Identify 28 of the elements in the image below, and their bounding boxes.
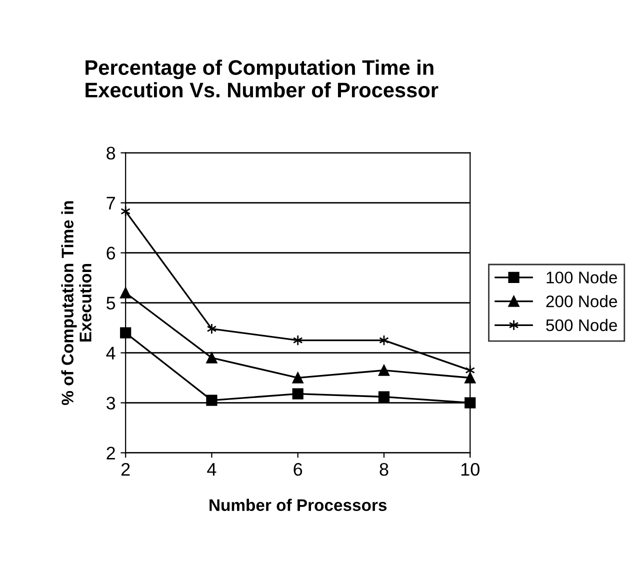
point [206, 394, 218, 406]
x-tick-label: 2 [121, 463, 130, 476]
x-tick-label: 6 [294, 463, 302, 476]
point [120, 327, 132, 338]
legend-label: 200 Node [546, 295, 617, 308]
legend-label: 500 Node [546, 318, 617, 332]
y-tick-label: 3 [106, 396, 116, 410]
x-tick-label: 4 [207, 463, 216, 476]
point [292, 372, 304, 384]
x-tick-label: 10 [461, 463, 480, 476]
point [292, 388, 304, 400]
y-tick-label: 6 [106, 246, 116, 260]
point [464, 397, 476, 408]
point [378, 391, 390, 402]
y-tick-label: 7 [106, 196, 115, 210]
point [378, 364, 390, 376]
y-tick-label: 2 [106, 446, 115, 460]
y-tick-label: 5 [106, 296, 116, 310]
legend-label: 100 Node [546, 271, 617, 284]
point [120, 287, 132, 298]
chart-title: Percentage of Computation Time in Execution Vs. Number of Processor [86, 60, 438, 98]
point [206, 352, 218, 364]
y-tick-label: 4 [106, 346, 116, 360]
x-tick-label: 8 [380, 463, 388, 476]
point [464, 372, 476, 384]
x-axis-title: Number of Processors [210, 498, 387, 512]
y-tick-label: 8 [106, 146, 116, 160]
y-axis-title: % of Computation Time in Execution [61, 201, 92, 406]
